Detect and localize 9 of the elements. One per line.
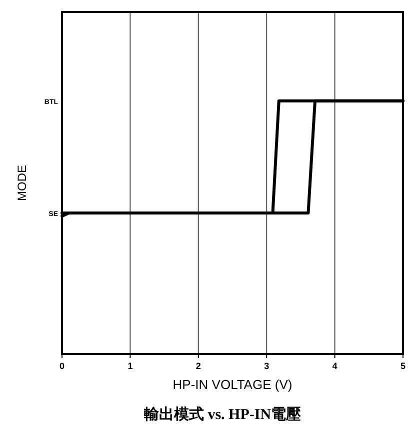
x-tick-label: 2	[196, 361, 201, 371]
x-tick-label: 5	[400, 361, 406, 371]
y-axis-title: MODE	[15, 165, 29, 201]
x-tick-label: 0	[59, 361, 65, 371]
x-axis-title: HP-IN VOLTAGE (V)	[172, 377, 292, 392]
x-tick-label: 1	[128, 361, 133, 371]
text: 輸出模式 vs. HP-IN電壓	[142, 406, 302, 423]
x-tick-label: 3	[264, 361, 270, 371]
x-tick-label: 4	[332, 361, 338, 371]
